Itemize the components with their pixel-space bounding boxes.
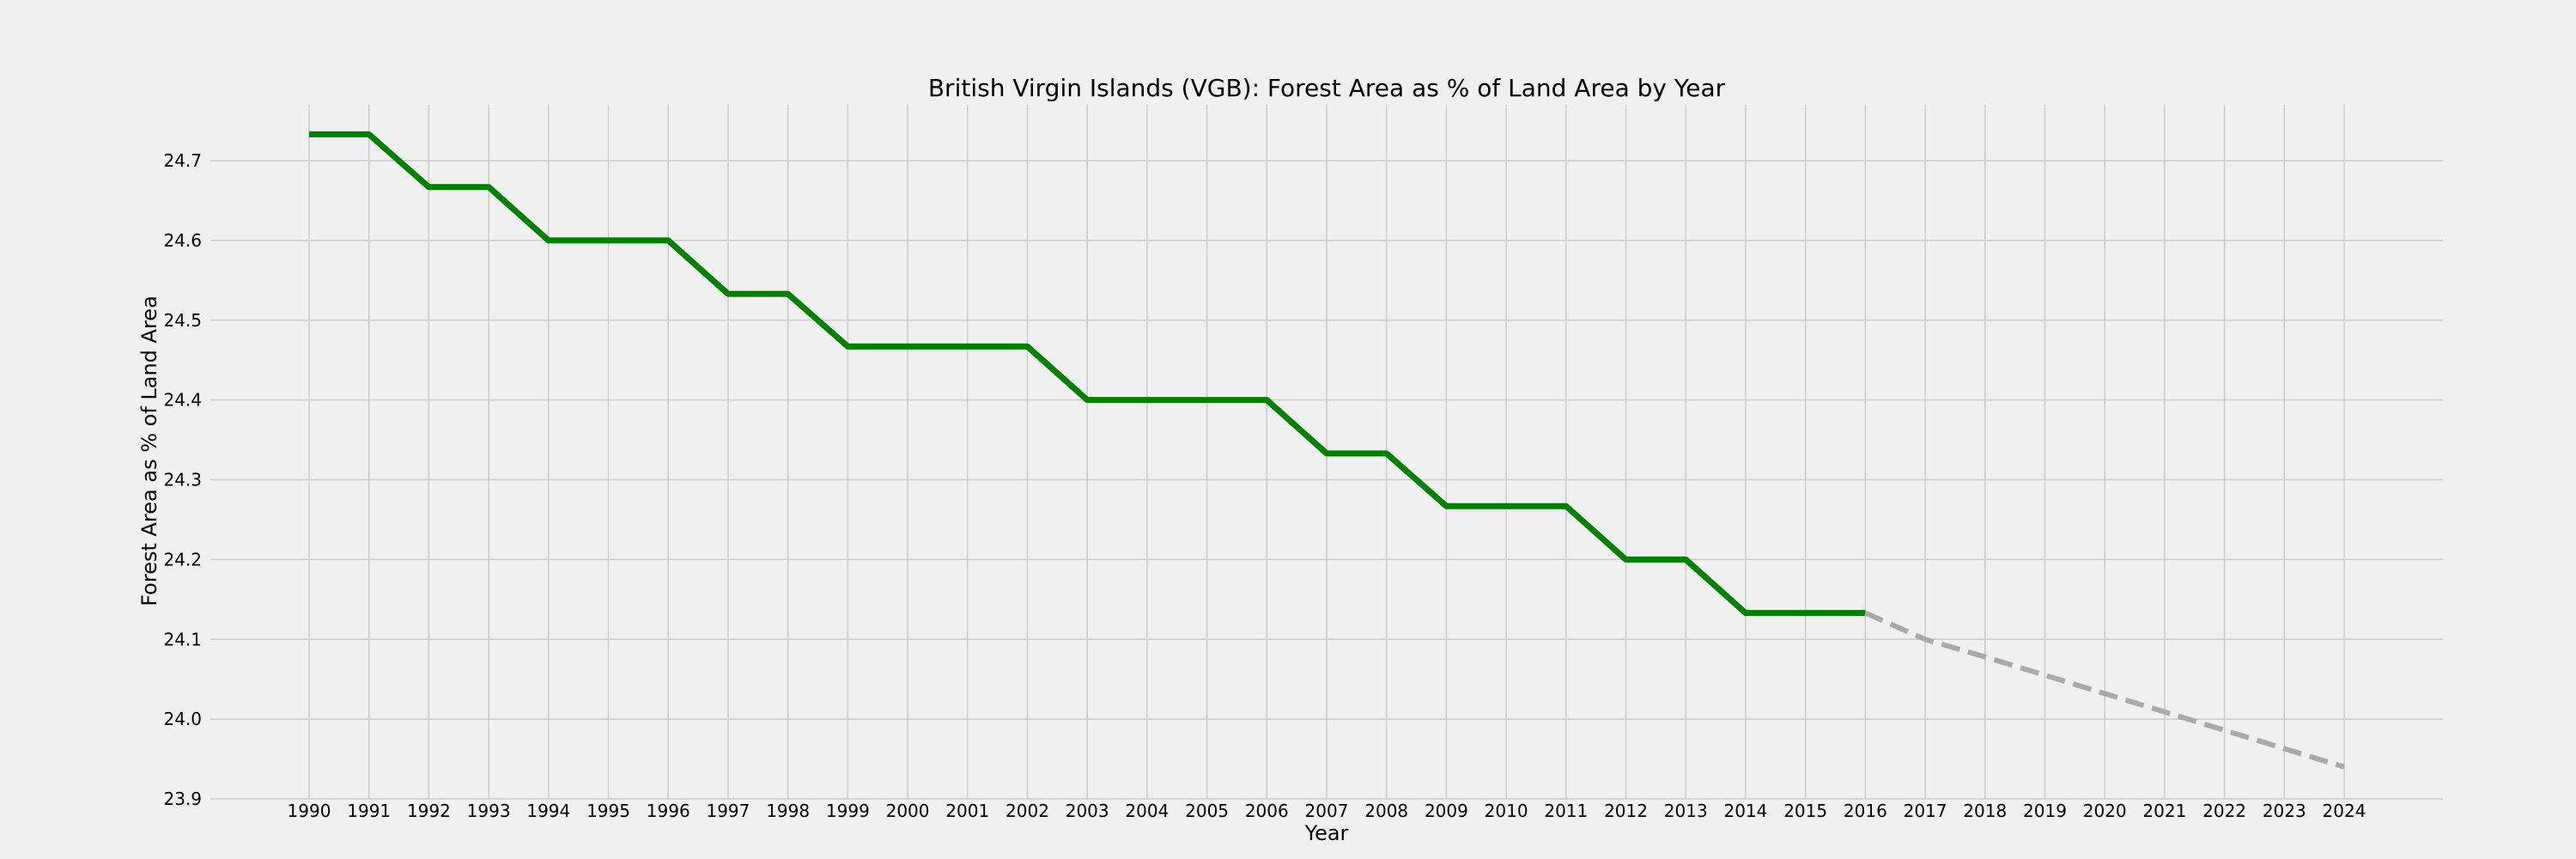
x-tick-label: 2022 [2202, 801, 2246, 821]
x-tick-label: 2018 [1963, 801, 2007, 821]
x-tick-label: 2024 [2323, 801, 2366, 821]
x-tick-label: 2001 [945, 801, 989, 821]
x-tick-label: 2004 [1125, 801, 1169, 821]
x-tick-label: 1995 [586, 801, 630, 821]
series [309, 131, 2345, 770]
x-tick-label: 2010 [1485, 801, 1528, 821]
y-axis-label: Forest Area as % of Land Area [137, 295, 161, 606]
x-tick-label: 2007 [1305, 801, 1349, 821]
x-axis-label: Year [1304, 821, 1349, 845]
x-tick-label: 2016 [1844, 801, 1887, 821]
x-tick-label: 2020 [2083, 801, 2127, 821]
x-tick-label: 2002 [1005, 801, 1049, 821]
x-tick-label: 2003 [1066, 801, 1109, 821]
y-tick-label: 24.7 [163, 150, 202, 171]
x-tick-label: 1998 [766, 801, 810, 821]
x-tick-label: 2017 [1904, 801, 1947, 821]
y-tick-label: 24.3 [163, 470, 202, 490]
x-tick-label: 2021 [2142, 801, 2186, 821]
x-tick-label: 2011 [1544, 801, 1588, 821]
x-tick-label: 2015 [1783, 801, 1827, 821]
forest-area-line [309, 131, 1866, 617]
y-tick-label: 23.9 [163, 789, 202, 809]
y-tick-label: 24.6 [163, 230, 202, 251]
x-tick-label: 1993 [467, 801, 511, 821]
y-tick-label: 24.4 [163, 390, 202, 411]
projection-line [1864, 610, 2345, 770]
x-tick-label: 1994 [526, 801, 570, 821]
x-tick-label: 1999 [826, 801, 870, 821]
x-tick-label: 1991 [347, 801, 391, 821]
tick-labels: 23.9 24.0 24.1 24.2 24.3 24.4 24.5 24.6 24.7 1990… [163, 150, 2366, 821]
y-tick-label: 24.1 [163, 629, 202, 649]
x-tick-label: 2009 [1425, 801, 1468, 821]
grid [210, 105, 2443, 800]
x-tick-label: 1997 [706, 801, 750, 821]
x-tick-label: 2019 [2023, 801, 2067, 821]
x-tick-label: 2023 [2263, 801, 2306, 821]
x-tick-label: 2006 [1245, 801, 1289, 821]
y-tick-label: 24.5 [163, 310, 202, 331]
chart-title: British Virgin Islands (VGB): Forest Are… [928, 74, 1726, 102]
x-tick-label: 2012 [1604, 801, 1648, 821]
y-tick-label: 24.2 [163, 549, 202, 570]
x-tick-label: 2008 [1364, 801, 1408, 821]
x-tick-label: 2000 [886, 801, 930, 821]
x-tick-label: 2014 [1723, 801, 1767, 821]
x-tick-label: 1992 [407, 801, 451, 821]
x-tick-label: 1996 [647, 801, 690, 821]
x-tick-label: 1990 [288, 801, 331, 821]
y-tick-label: 24.0 [163, 709, 202, 729]
x-tick-label: 2005 [1185, 801, 1229, 821]
x-tick-label: 2013 [1664, 801, 1708, 821]
